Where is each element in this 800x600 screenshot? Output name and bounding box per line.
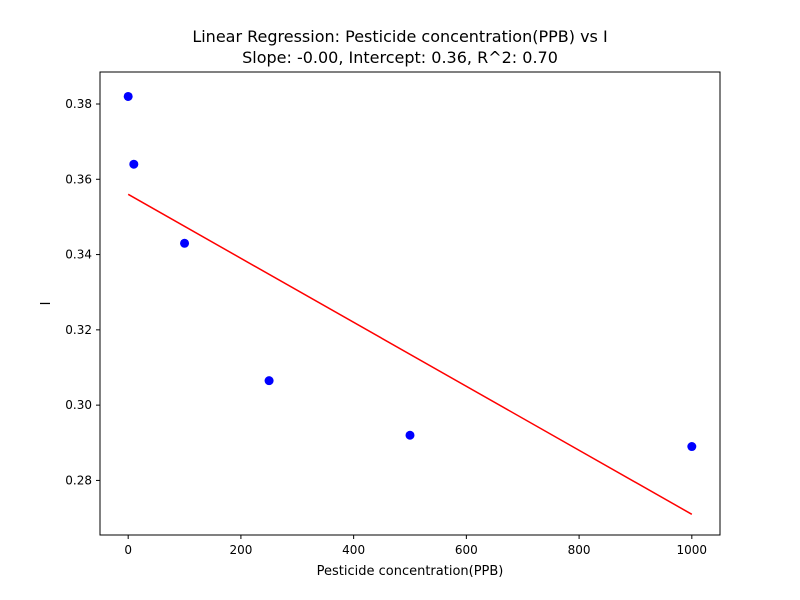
data-point — [264, 376, 274, 386]
y-tick-label: 0.32 — [65, 323, 92, 337]
data-point — [123, 91, 133, 101]
data-point — [129, 159, 139, 169]
data-point — [405, 430, 415, 440]
data-point — [687, 442, 697, 452]
y-axis-label: I — [39, 302, 54, 306]
x-axis-label: Pesticide concentration(PPB) — [317, 564, 504, 579]
chart-title: Linear Regression: Pesticide concentrati… — [192, 27, 608, 46]
data-point — [180, 238, 190, 248]
x-tick-label: 0 — [124, 543, 132, 557]
x-tick-label: 1000 — [677, 543, 708, 557]
y-tick-label: 0.36 — [65, 172, 92, 186]
x-tick-label: 600 — [455, 543, 478, 557]
regression-line — [127, 193, 693, 515]
y-tick-label: 0.34 — [65, 248, 92, 262]
x-tick-label: 400 — [342, 543, 365, 557]
y-tick-label: 0.38 — [65, 97, 92, 111]
x-tick-label: 200 — [229, 543, 252, 557]
y-tick-label: 0.28 — [65, 473, 92, 487]
y-tick-label: 0.30 — [65, 398, 92, 412]
chart-subtitle: Slope: -0.00, Intercept: 0.36, R^2: 0.70 — [242, 48, 558, 67]
x-tick-label: 800 — [568, 543, 591, 557]
plot-area — [99, 71, 721, 536]
